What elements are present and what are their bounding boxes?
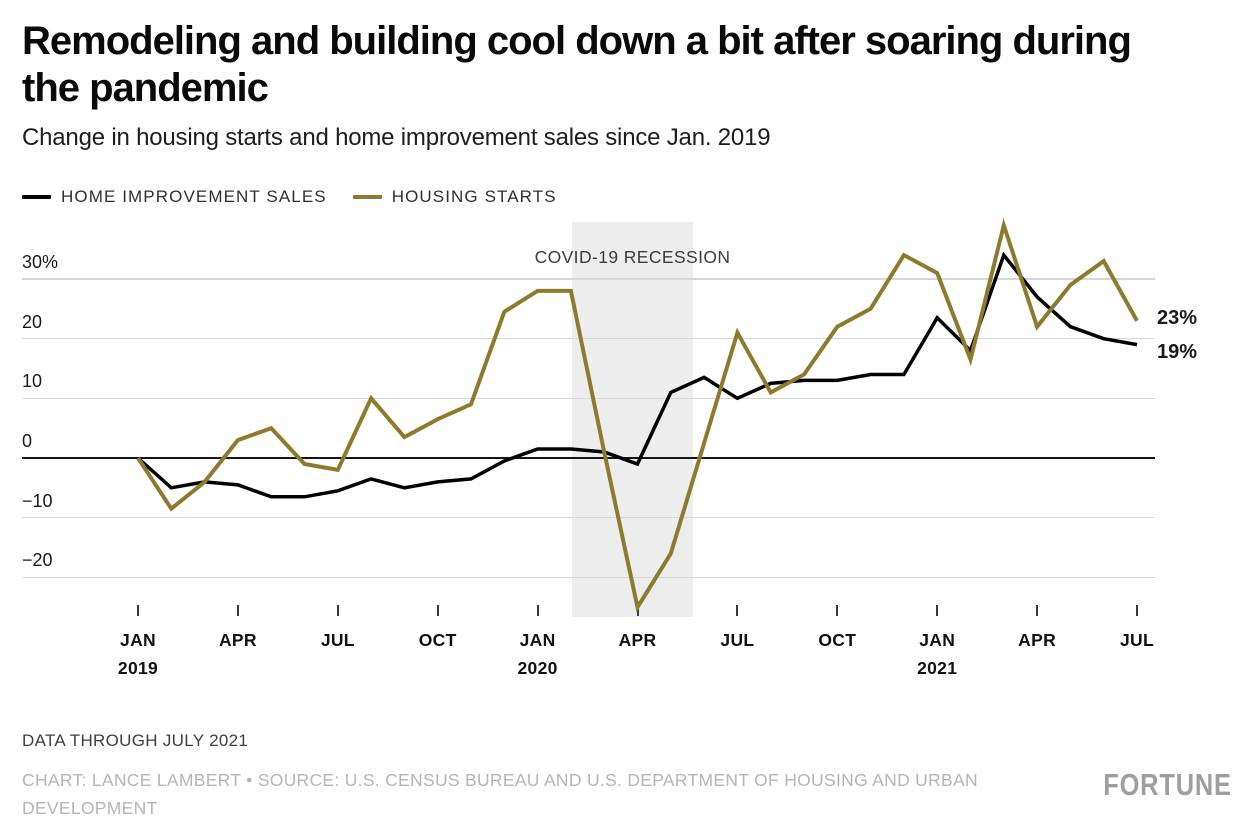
legend: HOME IMPROVEMENT SALES HOUSING STARTS [22,187,557,207]
x-tick [436,605,439,616]
x-tick-label: JUL [720,630,755,650]
x-tick-label: APR [218,630,257,650]
x-tick-label: JUL [320,630,355,650]
x-tick-label: JAN [519,630,556,650]
gridline [22,576,1155,579]
y-tick-label: −20 [22,550,53,571]
x-tick-label: JAN [120,630,156,650]
x-tick-label: OCT [418,630,457,650]
x-tick-label: JAN [919,630,956,650]
x-tick-label: JUL [1120,630,1154,650]
x-year-label: 2020 [517,658,558,678]
y-tick-label: 0 [22,431,33,451]
y-tick-label: 20 [22,311,43,332]
zero-baseline [22,457,1155,459]
x-tick [736,605,739,616]
recession-band [571,222,694,617]
page-title: Remodeling and building cool down a bit … [22,19,1132,110]
legend-label: HOME IMPROVEMENT SALES [61,187,327,206]
x-tick [836,605,839,616]
legend-item: HOME IMPROVEMENT SALES [22,187,327,207]
x-tick [336,605,339,616]
x-tick-label: OCT [818,630,857,650]
gridline [22,337,1155,340]
end-value-label: 19% [1157,340,1198,363]
x-tick [636,605,639,616]
y-tick-label: −10 [22,490,53,511]
legend-dash-icon [22,195,51,199]
x-year-label: 2021 [917,658,958,678]
chart-subtitle: Change in housing starts and home improv… [22,124,771,151]
x-tick [536,605,539,616]
legend-label: HOUSING STARTS [391,187,557,206]
x-tick [1036,605,1039,616]
x-year-label: 2019 [117,658,159,678]
legend-dash-icon [352,195,382,199]
recession-annotation: COVID-19 RECESSION [534,247,731,267]
x-tick [1136,605,1138,616]
x-tick [137,605,139,616]
x-tick [236,605,239,616]
data-note: DATA THROUGH JULY 2021 [22,731,249,750]
gridline [22,397,1155,400]
x-tick-label: APR [1018,630,1057,650]
x-tick [936,605,939,616]
credit-source: CHART: LANCE LAMBERT • SOURCE: U.S. CENS… [22,770,978,818]
y-tick-label: 10 [22,371,43,392]
y-tick-label: 30% [22,251,59,272]
legend-item: HOUSING STARTS [352,187,557,207]
gridline [22,516,1155,519]
x-tick-label: APR [618,630,657,650]
fortune-logo: FORTUNE [1103,767,1232,802]
gridline [22,278,1155,280]
end-value-label: 23% [1157,306,1198,329]
